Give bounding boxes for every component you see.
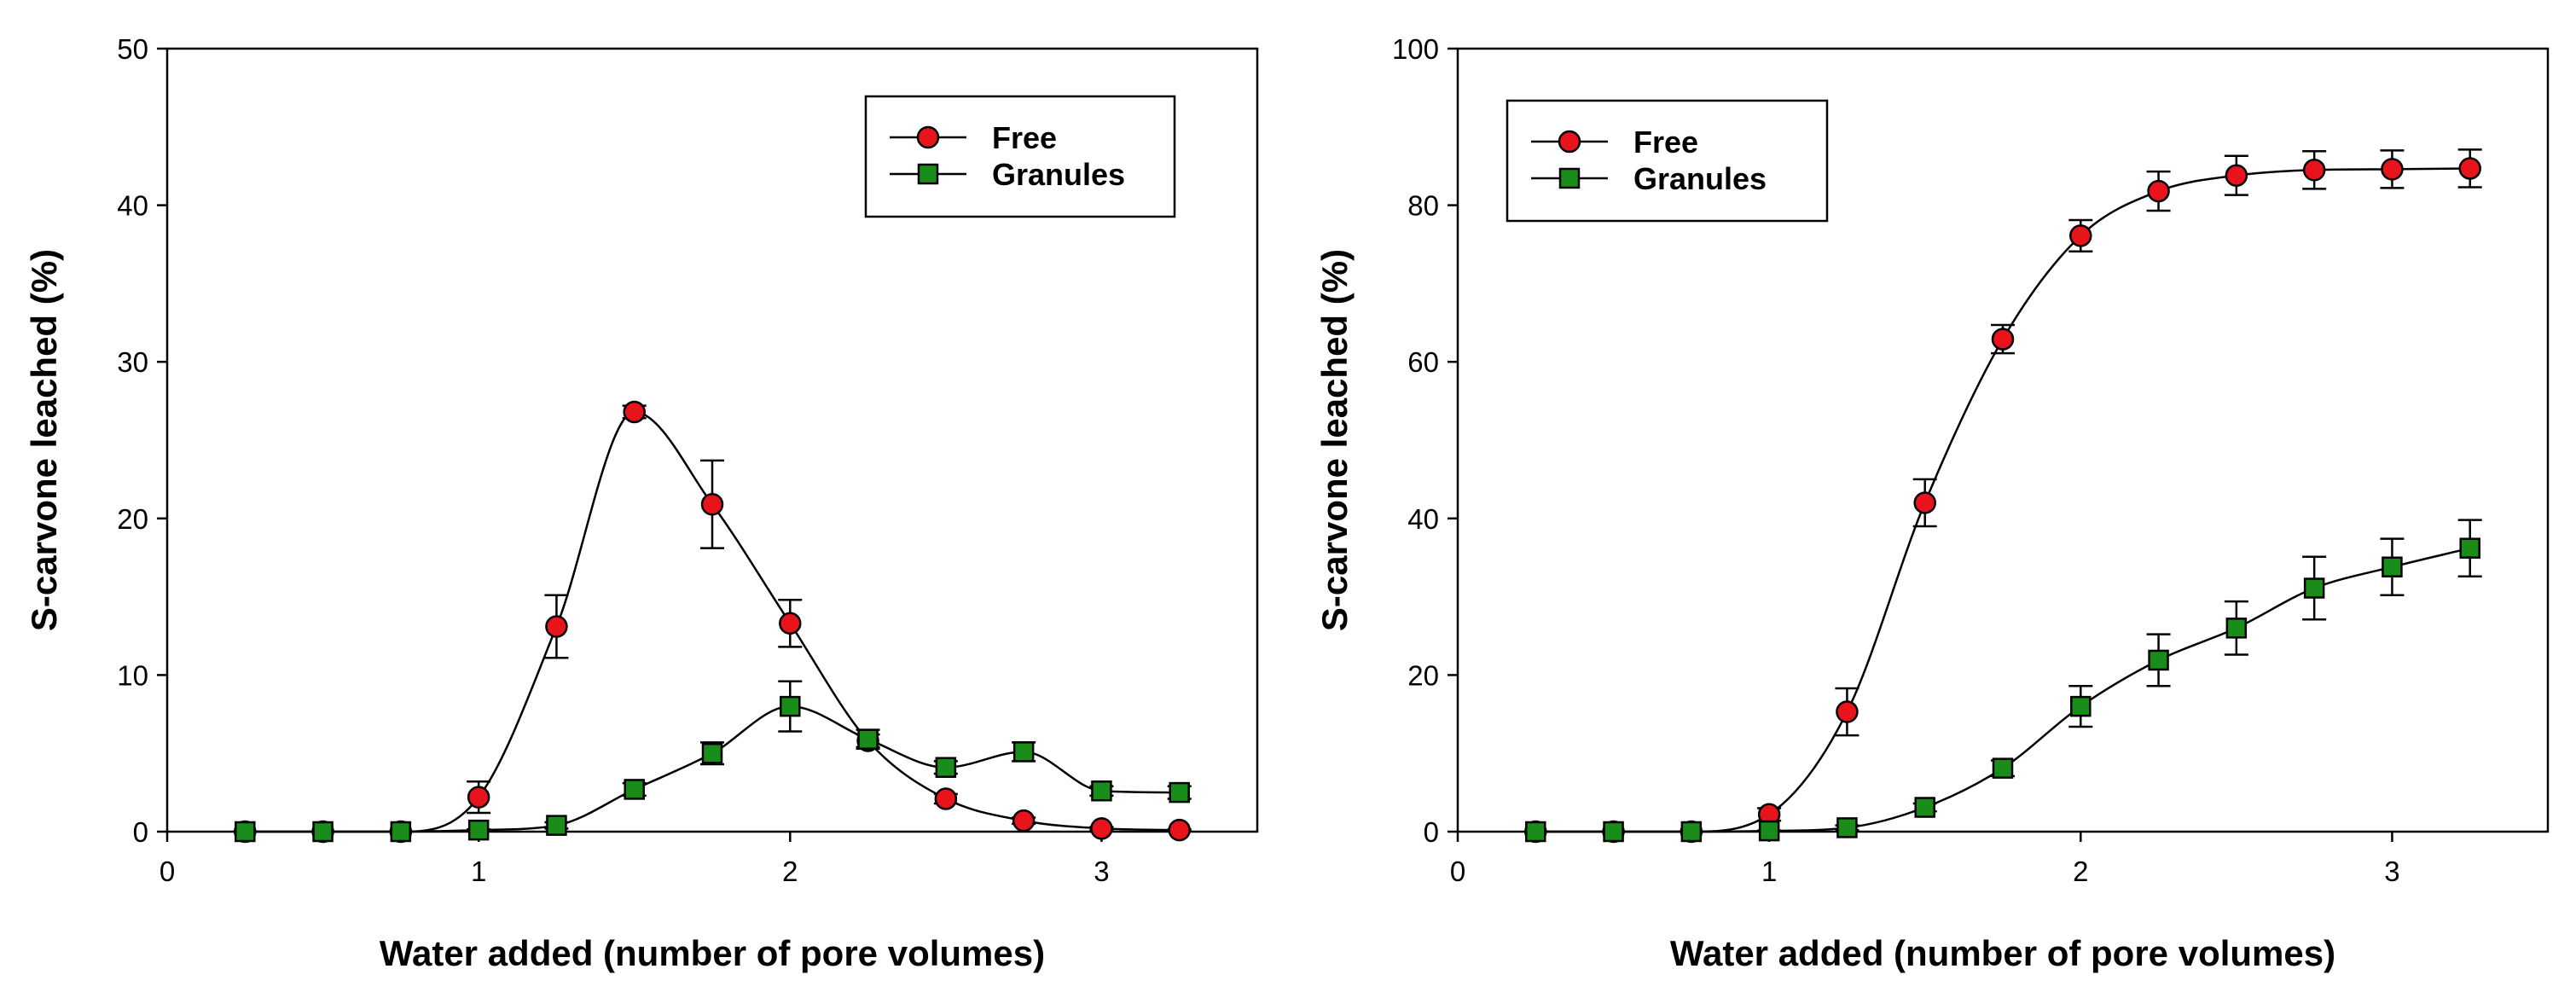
- y-tick-label: 60: [1407, 346, 1439, 378]
- x-tick-label: 3: [2384, 856, 2399, 887]
- y-tick-label: 0: [1424, 816, 1439, 848]
- series-free: [1524, 148, 2482, 844]
- legend-marker: [1558, 130, 1581, 154]
- x-tick-label: 3: [1094, 856, 1109, 887]
- legend-marker: [917, 163, 939, 185]
- data-point: [467, 819, 490, 841]
- data-point: [1758, 820, 1780, 842]
- series-line: [245, 705, 1180, 833]
- data-point: [1680, 821, 1703, 843]
- legend-marker: [916, 125, 940, 149]
- legend-label: Free: [992, 120, 1057, 155]
- data-point: [2225, 164, 2248, 187]
- data-point: [1012, 741, 1035, 763]
- data-point: [1168, 818, 1191, 842]
- y-axis-title: S-carvone leached (%): [24, 249, 64, 631]
- x-axis-title: Water added (number of pore volumes): [380, 933, 1045, 973]
- y-tick-label: 50: [117, 33, 148, 65]
- x-tick-label: 1: [1761, 856, 1777, 887]
- chart-panel-1: 0 10 20 30 40 50 0 1 2 3 Water added (number of po…: [24, 33, 1259, 973]
- data-point: [623, 400, 646, 424]
- y-tick-label: 100: [1392, 33, 1439, 65]
- data-point: [779, 612, 802, 635]
- series-granules: [235, 680, 1192, 843]
- x-tick-label: 2: [2073, 856, 2088, 887]
- data-point: [2225, 618, 2248, 639]
- data-point: [235, 821, 256, 843]
- x-tick-label: 0: [1450, 856, 1465, 887]
- data-point: [2302, 159, 2326, 182]
- data-point: [2148, 649, 2169, 671]
- data-point: [1992, 757, 2014, 779]
- legend-box: [1506, 99, 1829, 223]
- y-tick-label: 10: [117, 659, 148, 691]
- data-point: [2070, 695, 2092, 717]
- data-point: [1603, 821, 1624, 843]
- y-axis-title: S-carvone leached (%): [1314, 249, 1355, 631]
- data-point: [1169, 781, 1190, 803]
- data-point: [1525, 821, 1546, 843]
- y-tick-label: 40: [117, 190, 148, 222]
- data-point: [2069, 224, 2092, 247]
- data-point: [2381, 158, 2404, 181]
- data-point: [701, 742, 723, 764]
- x-tick-label: 1: [471, 856, 486, 887]
- data-point: [390, 821, 412, 843]
- data-point: [1913, 491, 1936, 514]
- data-point: [1091, 780, 1112, 802]
- data-point: [1836, 700, 1859, 723]
- data-point: [935, 757, 957, 778]
- data-point: [2459, 537, 2480, 559]
- series-granules: [1525, 519, 2482, 843]
- data-point: [1991, 328, 2015, 351]
- plot-frame: [1456, 47, 2550, 833]
- plot-frame: [165, 47, 1259, 833]
- legend-marker: [1558, 167, 1581, 189]
- x-axis-title: Water added (number of pore volumes): [1670, 933, 2335, 973]
- chart-panel-2: 0 20 40 60 80 100 0 1 2 3 Water added (number of p…: [1314, 33, 2550, 973]
- data-point: [2303, 577, 2325, 599]
- legend-box: [864, 95, 1176, 218]
- data-point: [467, 786, 490, 809]
- data-point: [1012, 809, 1036, 832]
- x-tick-label: 2: [782, 856, 798, 887]
- y-tick-label: 80: [1407, 190, 1439, 222]
- data-point: [2458, 157, 2481, 180]
- data-point: [312, 821, 334, 843]
- legend-label: Granules: [992, 157, 1125, 192]
- y-tick-label: 30: [117, 346, 148, 378]
- series-free: [234, 400, 1192, 844]
- y-tick-label: 20: [1407, 659, 1439, 691]
- data-point: [2382, 556, 2403, 577]
- data-point: [1090, 817, 1113, 840]
- data-point: [857, 728, 879, 750]
- data-point: [624, 779, 645, 800]
- y-tick-label: 40: [1407, 503, 1439, 535]
- series-line: [1535, 167, 2470, 833]
- y-tick-label: 20: [117, 503, 148, 535]
- data-point: [1836, 817, 1858, 838]
- data-point: [934, 787, 958, 810]
- data-point: [780, 695, 801, 717]
- data-point: [2147, 179, 2170, 203]
- data-point: [545, 615, 568, 638]
- series-line: [1535, 547, 2470, 833]
- data-point: [546, 815, 567, 836]
- data-point: [700, 493, 724, 516]
- legend-label: Granules: [1633, 161, 1767, 196]
- data-point: [1914, 797, 1935, 818]
- y-tick-label: 0: [133, 816, 148, 848]
- legend-label: Free: [1633, 125, 1698, 160]
- x-tick-label: 0: [160, 856, 175, 887]
